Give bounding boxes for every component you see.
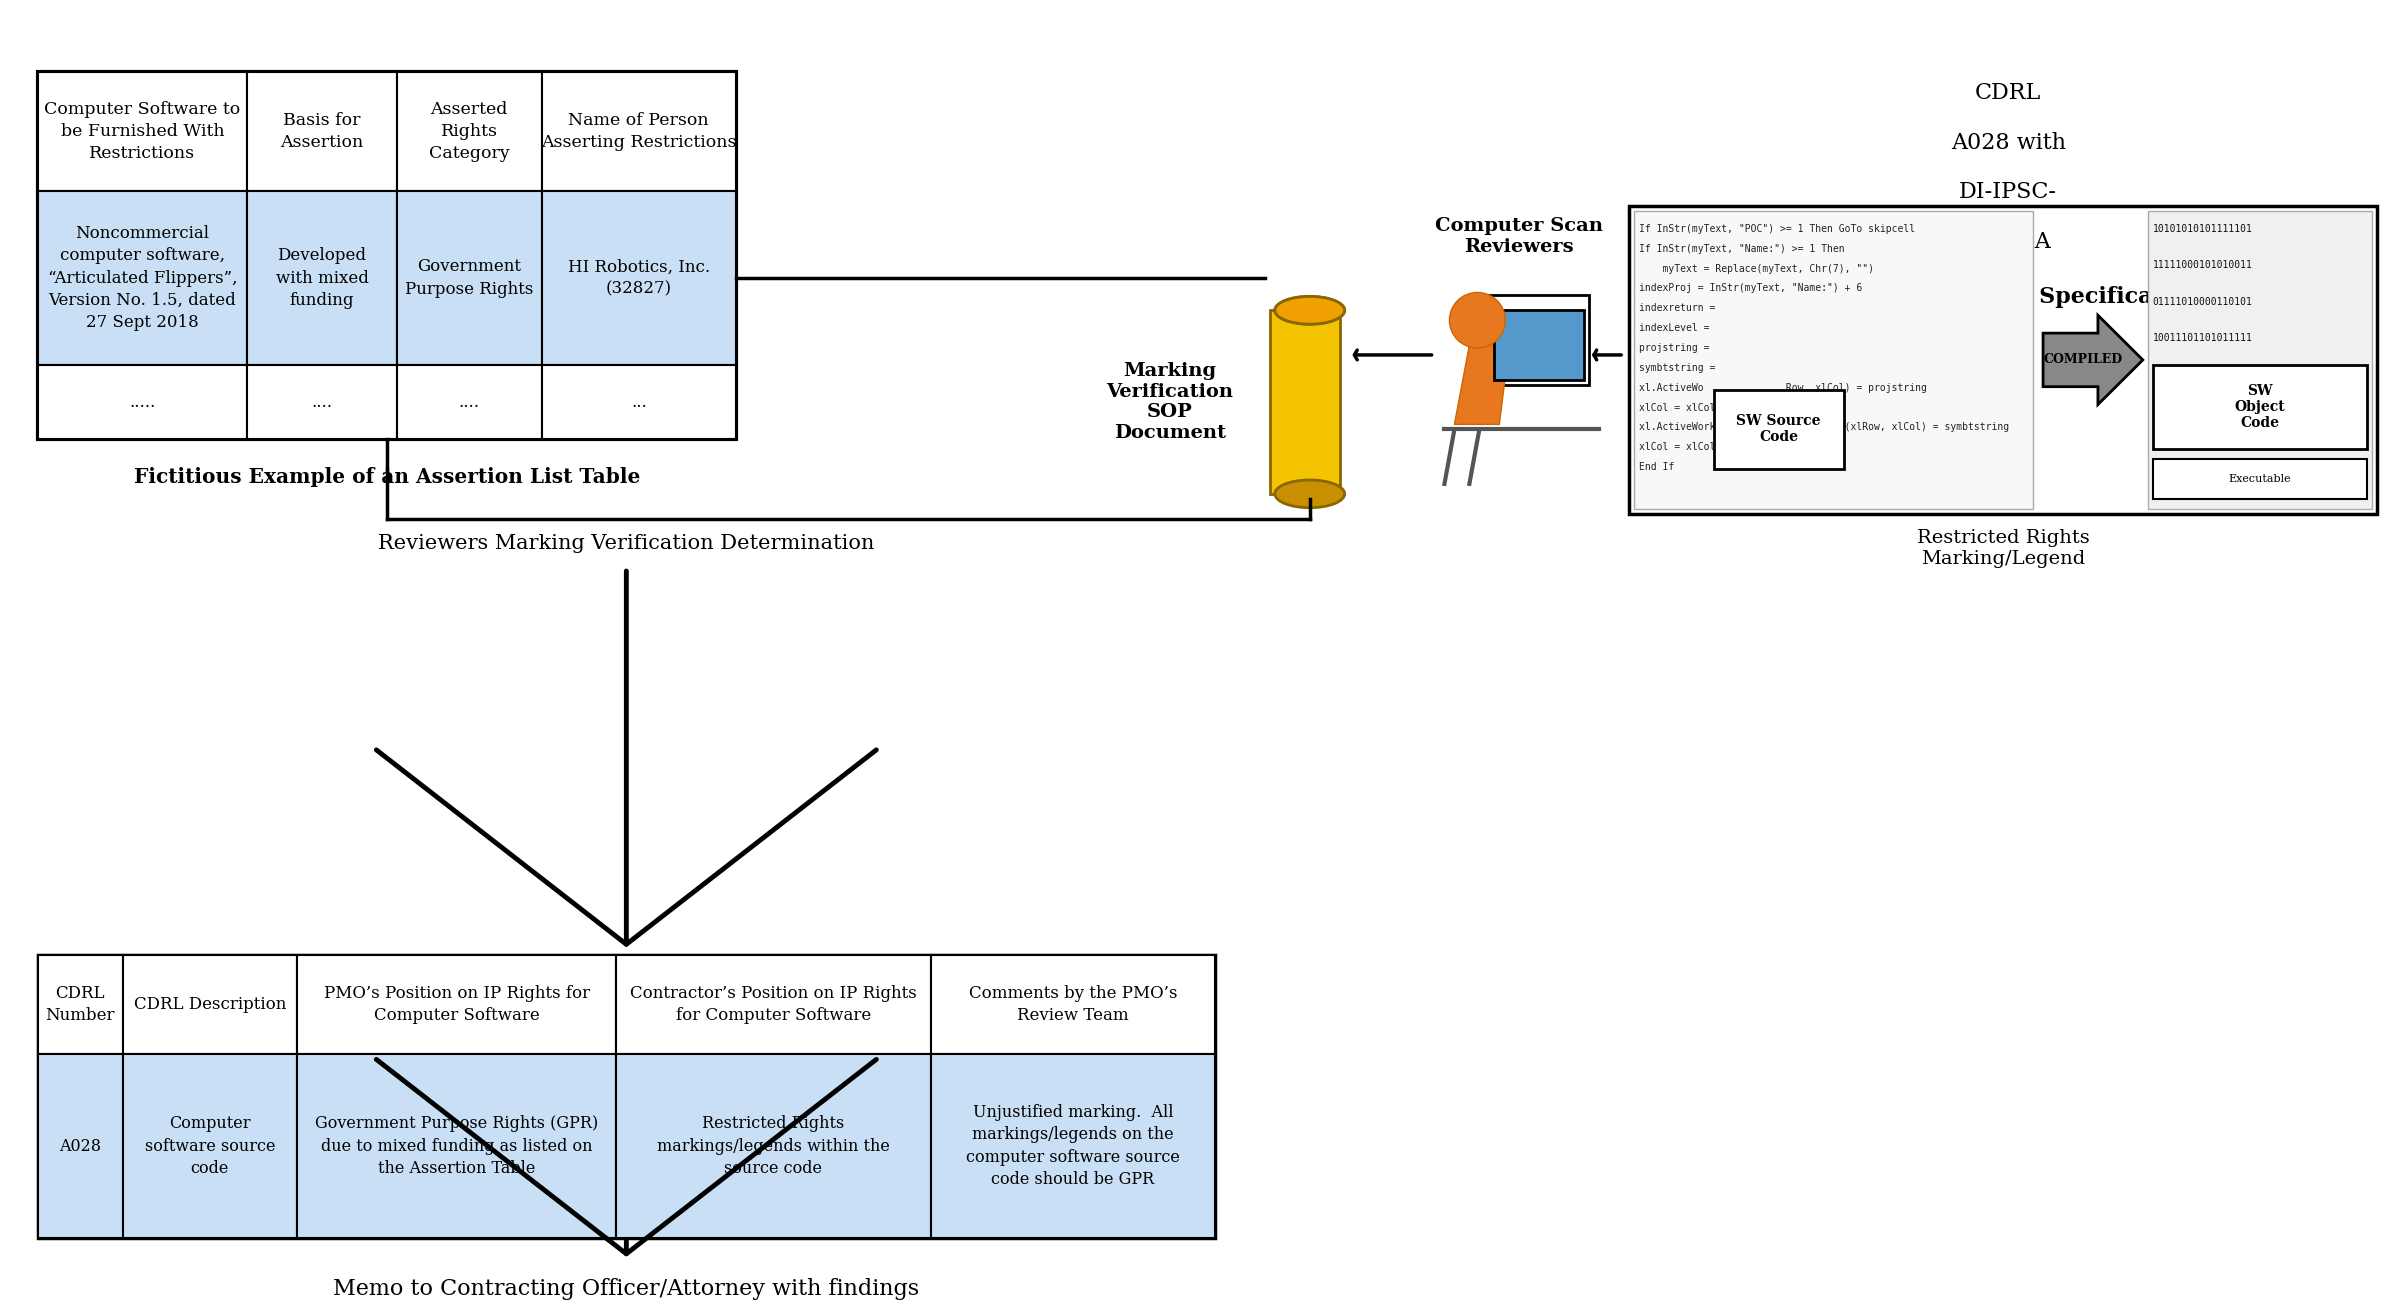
Text: symbtstring =: symbtstring = <box>1638 363 1715 373</box>
Text: 10011101101011111: 10011101101011111 <box>2152 333 2253 343</box>
FancyBboxPatch shape <box>248 72 397 192</box>
Text: indexreturn =: indexreturn = <box>1638 303 1715 313</box>
Text: xl.ActiveWorkbook.ActiveSheet.Cells(xlRow, xlCol) = symbtstring: xl.ActiveWorkbook.ActiveSheet.Cells(xlRo… <box>1638 423 2008 432</box>
FancyBboxPatch shape <box>1715 390 1845 468</box>
Text: ...: ... <box>630 394 647 411</box>
FancyBboxPatch shape <box>616 955 931 1054</box>
Text: Name of Person
Asserting Restrictions: Name of Person Asserting Restrictions <box>541 112 736 151</box>
Text: DI-IPSC-: DI-IPSC- <box>1960 181 2056 204</box>
FancyBboxPatch shape <box>38 192 248 365</box>
Text: indexLevel =: indexLevel = <box>1638 324 1710 333</box>
Text: Reviewers Marking Verification Determination: Reviewers Marking Verification Determina… <box>378 534 875 553</box>
FancyBboxPatch shape <box>931 955 1215 1054</box>
Text: Developed
with mixed
funding: Developed with mixed funding <box>277 248 368 309</box>
Ellipse shape <box>1275 480 1344 508</box>
Text: Computer Scan
Reviewers: Computer Scan Reviewers <box>1436 217 1604 256</box>
FancyBboxPatch shape <box>2152 459 2367 499</box>
FancyBboxPatch shape <box>397 72 541 192</box>
Polygon shape <box>1455 345 1510 424</box>
FancyBboxPatch shape <box>248 365 397 440</box>
FancyBboxPatch shape <box>2152 365 2367 449</box>
Text: xlCol = xlCol + 1: xlCol = xlCol + 1 <box>1638 402 1739 412</box>
Text: CDRL Description: CDRL Description <box>135 996 286 1013</box>
Circle shape <box>1450 292 1506 348</box>
Text: Restricted Rights
markings/legends within the
source code: Restricted Rights markings/legends withi… <box>657 1116 890 1177</box>
FancyBboxPatch shape <box>38 1054 123 1238</box>
FancyBboxPatch shape <box>298 955 616 1054</box>
FancyBboxPatch shape <box>1633 211 2032 509</box>
Text: 0110: 0110 <box>2152 369 2177 380</box>
Text: If InStr(myText, "Name:") >= 1 Then: If InStr(myText, "Name:") >= 1 Then <box>1638 244 1845 253</box>
FancyBboxPatch shape <box>38 955 123 1054</box>
Text: Unjustified marking.  All
markings/legends on the
computer software source
code : Unjustified marking. All markings/legend… <box>967 1104 1181 1188</box>
Text: Software Product Specification: Software Product Specification <box>1813 286 2201 308</box>
FancyBboxPatch shape <box>397 365 541 440</box>
Text: 81441A: 81441A <box>1965 231 2051 253</box>
Text: A028: A028 <box>60 1138 101 1155</box>
FancyBboxPatch shape <box>616 1054 931 1238</box>
Text: SW
Object
Code: SW Object Code <box>2234 384 2285 431</box>
Text: Comments by the PMO’s
Review Team: Comments by the PMO’s Review Team <box>969 985 1176 1024</box>
Text: 01111010000110101: 01111010000110101 <box>2152 296 2253 307</box>
FancyBboxPatch shape <box>541 192 736 365</box>
Text: Executable: Executable <box>2229 474 2292 484</box>
Text: xl.ActiveWo              Row, xlCol) = projstring: xl.ActiveWo Row, xlCol) = projstring <box>1638 382 1926 393</box>
FancyBboxPatch shape <box>298 1054 616 1238</box>
Ellipse shape <box>1275 296 1344 324</box>
Text: Computer
software source
code: Computer software source code <box>144 1116 274 1177</box>
Text: 11111000101010011: 11111000101010011 <box>2152 260 2253 270</box>
FancyBboxPatch shape <box>2148 211 2371 509</box>
Text: xlCol = xlCol + 1: xlCol = xlCol + 1 <box>1638 442 1739 453</box>
Text: Contractor’s Position on IP Rights
for Computer Software: Contractor’s Position on IP Rights for C… <box>630 985 916 1024</box>
FancyBboxPatch shape <box>38 365 248 440</box>
FancyBboxPatch shape <box>123 955 298 1054</box>
FancyBboxPatch shape <box>38 72 736 440</box>
Text: End If: End If <box>1638 462 1674 472</box>
Text: 10101010101111101: 10101010101111101 <box>2152 224 2253 234</box>
Text: .....: ..... <box>130 394 156 411</box>
FancyBboxPatch shape <box>931 1054 1215 1238</box>
Text: COMPILED: COMPILED <box>2044 354 2124 367</box>
FancyBboxPatch shape <box>38 955 1215 1238</box>
Polygon shape <box>2044 316 2143 405</box>
FancyBboxPatch shape <box>397 192 541 365</box>
Text: myText = Replace(myText, Chr(7), ""): myText = Replace(myText, Chr(7), "") <box>1638 264 1873 274</box>
FancyBboxPatch shape <box>38 72 248 192</box>
FancyBboxPatch shape <box>541 365 736 440</box>
Text: Noncommercial
computer software,
“Articulated Flippers”,
Version No. 1.5, dated
: Noncommercial computer software, “Articu… <box>48 226 238 331</box>
Text: indexProj = InStr(myText, "Name:") + 6: indexProj = InStr(myText, "Name:") + 6 <box>1638 283 1861 294</box>
Text: ....: .... <box>459 394 479 411</box>
FancyBboxPatch shape <box>1628 206 2376 514</box>
FancyBboxPatch shape <box>541 72 736 192</box>
Text: If InStr(myText, "POC") >= 1 Then GoTo skipcell: If InStr(myText, "POC") >= 1 Then GoTo s… <box>1638 224 1914 234</box>
Text: projstring =: projstring = <box>1638 343 1710 354</box>
Text: Marking
Verification
SOP
Document: Marking Verification SOP Document <box>1106 361 1234 442</box>
Text: ....: .... <box>313 394 332 411</box>
Text: Government
Purpose Rights: Government Purpose Rights <box>404 258 534 298</box>
Text: HI Robotics, Inc.
(32827): HI Robotics, Inc. (32827) <box>568 258 709 298</box>
Text: 1111: 1111 <box>2152 406 2177 416</box>
Text: Government Purpose Rights (GPR)
due to mixed funding as listed on
the Assertion : Government Purpose Rights (GPR) due to m… <box>315 1116 599 1177</box>
Text: Restricted Rights
Marking/Legend: Restricted Rights Marking/Legend <box>1917 529 2090 568</box>
FancyBboxPatch shape <box>123 1054 298 1238</box>
FancyBboxPatch shape <box>1494 311 1585 380</box>
Text: Asserted
Rights
Category: Asserted Rights Category <box>428 100 510 162</box>
Text: Fictitious Example of an Assertion List Table: Fictitious Example of an Assertion List … <box>135 467 640 487</box>
FancyBboxPatch shape <box>248 192 397 365</box>
Text: A028 with: A028 with <box>1950 132 2066 154</box>
Text: SW Source
Code: SW Source Code <box>1736 414 1821 445</box>
Text: CDRL
Number: CDRL Number <box>46 985 115 1024</box>
Text: Computer Software to
be Furnished With
Restrictions: Computer Software to be Furnished With R… <box>43 100 240 162</box>
Text: Memo to Contracting Officer/Attorney with findings: Memo to Contracting Officer/Attorney wit… <box>334 1279 919 1301</box>
Text: PMO’s Position on IP Rights for
Computer Software: PMO’s Position on IP Rights for Computer… <box>325 985 589 1024</box>
FancyBboxPatch shape <box>1270 311 1340 493</box>
Ellipse shape <box>1275 296 1344 324</box>
Text: CDRL: CDRL <box>1975 82 2042 104</box>
Text: Basis for
Assertion: Basis for Assertion <box>281 112 363 151</box>
